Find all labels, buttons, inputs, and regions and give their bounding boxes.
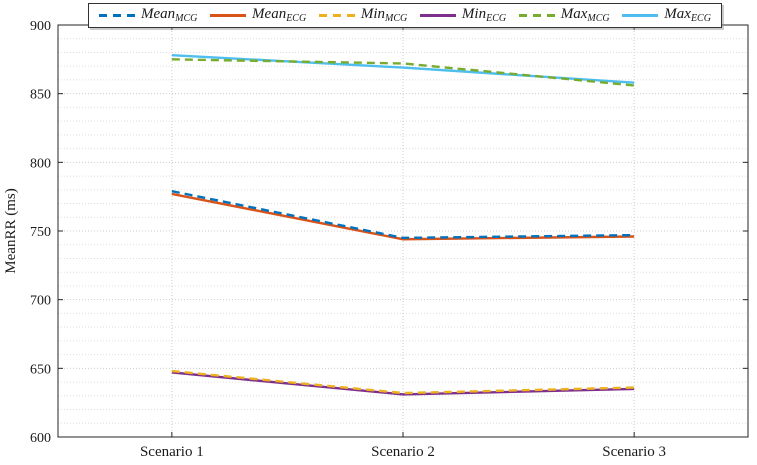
legend-label: MaxECG [664,6,711,24]
series-line-Min_ECG [171,371,635,396]
legend-item-mean_ecg: MeanECG [210,7,306,24]
legend-item-max_mcg: MaxMCG [518,6,610,24]
legend-line-sample-dashed [318,14,355,17]
legend: MeanMCG MeanECG MinMCG MinECG MaxMCG MaxECG [88,3,722,28]
y-tick-label: 850 [30,88,51,103]
legend-label: MaxMCG [560,6,610,24]
y-axis-label: MeanRR (ms) [3,188,19,273]
y-tick-label: 700 [30,294,51,309]
legend-line-sample-solid [210,14,247,17]
legend-line-sample-dashed [518,14,555,17]
tick-label-layer: 600 650 700 750 800 850 900 Scenario 1 Scenario … [30,19,666,460]
y-tick-label: 800 [30,156,51,171]
x-tick-label: Scenario 2 [371,444,435,460]
legend-item-mean_mcg: MeanMCG [99,7,197,24]
legend-label: MinECG [461,6,507,24]
legend-item-max_ecg: MaxECG [622,7,711,24]
series-line-Mean_ECG [171,192,635,241]
x-tick-label: Scenario 1 [140,444,204,460]
legend-label: MeanMCG [141,6,198,24]
legend-item-min_mcg: MinMCG [318,6,408,24]
grid-layer [58,25,748,437]
y-tick-label: 650 [30,362,51,377]
x-tick-label: Scenario 3 [602,444,666,460]
legend-line-sample-solid [622,14,659,17]
legend-label: MinMCG [360,6,408,24]
y-tick-label: 600 [30,431,51,446]
series-line-Max_ECG [171,54,635,84]
series-layer [171,54,635,396]
series-line-Mean_MCG [171,189,635,240]
y-tick-label: 750 [30,225,51,240]
legend-line-sample-dashed [99,14,135,17]
y-tick-label: 900 [30,19,51,34]
legend-line-sample-solid [419,14,456,17]
legend-label: MeanECG [252,6,307,24]
series-line-Max_MCG [171,58,635,87]
legend-item-min_ecg: MinECG [419,6,507,24]
